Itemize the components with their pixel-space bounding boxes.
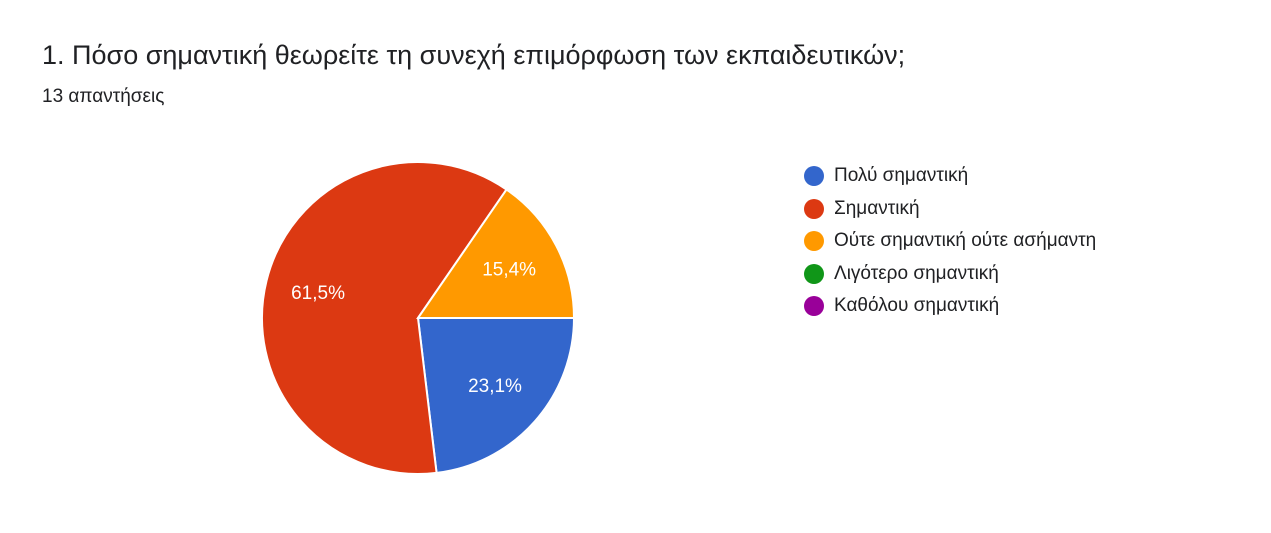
legend-swatch <box>804 231 824 252</box>
legend-label: Σημαντική <box>834 197 920 219</box>
legend-label: Ούτε σημαντική ούτε ασήμαντη <box>834 230 1097 252</box>
pie-slice-neutral[interactable] <box>416 188 576 319</box>
legend-item-important[interactable]: Σημαντική <box>804 193 1096 226</box>
legend-label: Καθόλου σημαντική <box>834 295 1000 317</box>
slice-label-neutral: 15,4% <box>482 260 536 281</box>
legend-swatch <box>804 296 824 317</box>
chart-legend: Πολύ σημαντική Σημαντική Ούτε σημαντική ού… <box>804 160 1096 323</box>
legend-label: Λιγότερο σημαντική <box>834 262 999 284</box>
pie-slice-very-important[interactable] <box>416 317 576 475</box>
slice-label-important: 61,5% <box>291 283 345 304</box>
legend-item-very-important[interactable]: Πολύ σημαντική <box>804 160 1096 193</box>
legend-swatch <box>804 263 824 284</box>
response-count: 13 απαντήσεις <box>42 86 165 107</box>
pie-slice-important[interactable] <box>261 161 508 475</box>
chart-title: 1. Πόσο σημαντική θεωρείτε τη συνεχή επι… <box>42 40 906 70</box>
legend-item-neutral[interactable]: Ούτε σημαντική ούτε ασήμαντη <box>804 225 1096 258</box>
legend-label: Πολύ σημαντική <box>834 165 969 187</box>
legend-item-less-important[interactable]: Λιγότερο σημαντική <box>804 258 1096 291</box>
pie-chart: 23,1% 61,5% 15,4% <box>261 161 576 475</box>
legend-item-not-important[interactable]: Καθόλου σημαντική <box>804 290 1096 323</box>
legend-swatch <box>804 166 824 187</box>
legend-swatch <box>804 198 824 219</box>
slice-label-very-important: 23,1% <box>468 376 522 397</box>
